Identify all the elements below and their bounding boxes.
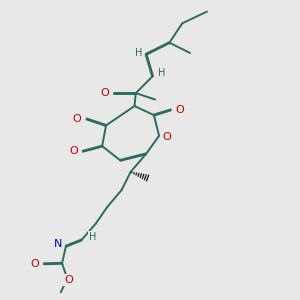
- Text: O: O: [176, 105, 184, 115]
- Text: H: H: [135, 48, 142, 58]
- Text: H: H: [88, 232, 96, 242]
- Text: H: H: [158, 68, 165, 78]
- Text: O: O: [31, 259, 39, 269]
- Text: O: O: [100, 88, 109, 98]
- Text: O: O: [72, 114, 81, 124]
- Text: N: N: [54, 238, 62, 249]
- Text: O: O: [162, 132, 171, 142]
- Text: O: O: [69, 146, 78, 156]
- Text: O: O: [64, 275, 73, 285]
